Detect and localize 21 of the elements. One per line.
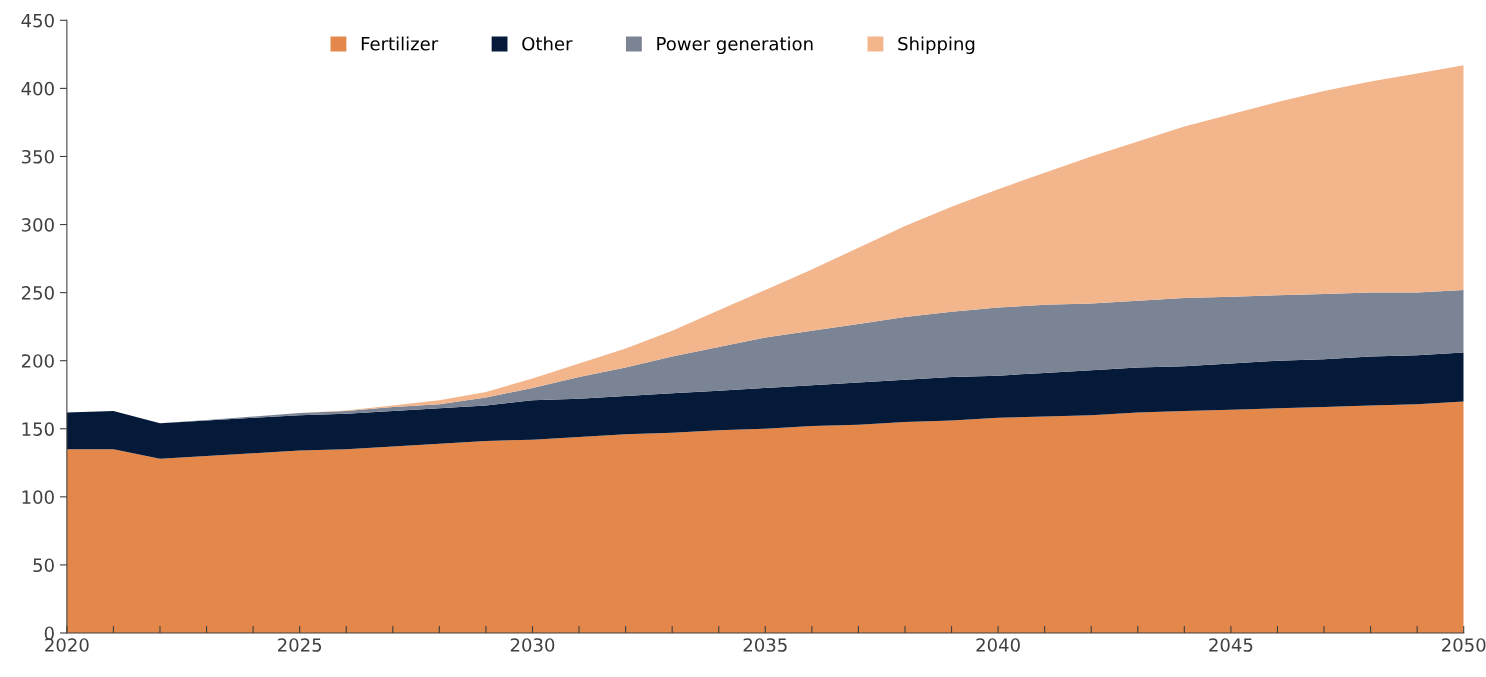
y-tick-label: 150 xyxy=(22,422,54,436)
y-tick-label: 50 xyxy=(33,558,54,573)
x-tick-label: 2035 xyxy=(743,638,787,652)
legend-label: Other xyxy=(522,36,573,51)
x-tick-label: 2050 xyxy=(1442,638,1486,652)
x-tick-label: 2030 xyxy=(510,638,555,652)
y-tick-label: 200 xyxy=(21,354,54,368)
y-tick-label: 400 xyxy=(21,81,54,96)
y-tick-label: 250 xyxy=(21,286,54,300)
y-tick-label: 0 xyxy=(44,626,54,641)
y-tick-label: 100 xyxy=(22,490,54,504)
legend-label: Power generation xyxy=(657,36,813,55)
y-tick-label: 450 xyxy=(21,13,54,28)
x-tick-label: 2045 xyxy=(1209,638,1253,652)
legend-label: Shipping xyxy=(898,36,975,55)
x-tick-label: 2025 xyxy=(278,638,322,652)
x-tick-label: 2040 xyxy=(976,638,1020,652)
y-tick-label: 350 xyxy=(21,149,54,164)
y-tick-label: 300 xyxy=(21,218,54,232)
x-tick-label: 2020 xyxy=(45,638,89,652)
legend-label: Fertilizer xyxy=(361,36,439,51)
